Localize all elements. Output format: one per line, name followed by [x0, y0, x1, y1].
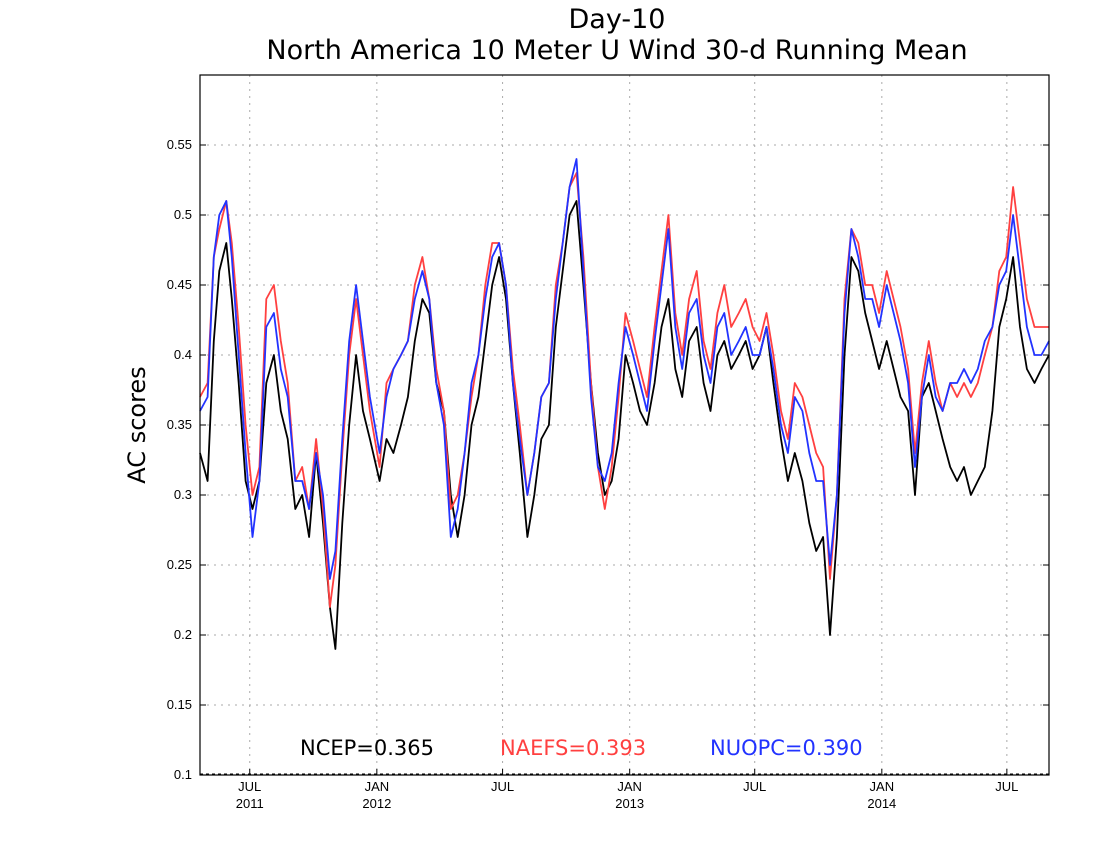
- y-tick-label: 0.55: [167, 137, 192, 152]
- y-axis-label: AC scores: [123, 366, 151, 483]
- series-lines: [199, 158, 1050, 650]
- y-tick-label: 0.35: [167, 417, 192, 432]
- x-tick-label-month: JAN: [617, 779, 642, 794]
- chart-subtitle: North America 10 Meter U Wind 30-d Runni…: [266, 35, 967, 66]
- x-tick-label-month: JUL: [238, 779, 261, 794]
- x-tick-label-month: JAN: [365, 779, 390, 794]
- chart-title: Day-10: [569, 4, 666, 35]
- legend-entry-nuopc: NUOPC=0.390: [710, 736, 863, 760]
- legend: NCEP=0.365 NAEFS=0.393 NUOPC=0.390: [300, 736, 863, 760]
- x-tick-label-month: JUL: [995, 779, 1018, 794]
- y-tick-label: 0.3: [174, 487, 192, 502]
- y-tick-label: 0.1: [174, 767, 192, 782]
- x-tick-label-year: 2011: [236, 796, 264, 811]
- legend-entry-ncep: NCEP=0.365: [300, 736, 434, 760]
- plot-frame: [199, 74, 1050, 776]
- x-axis-ticks: JUL 2011 JAN 2012 JUL JAN 2013 JUL JAN 2014 JUL: [236, 769, 1018, 811]
- series-line-ncep: [199, 200, 1050, 650]
- y-tick-label: 0.4: [174, 347, 192, 362]
- y-tick-label: 0.25: [167, 557, 192, 572]
- grid: [200, 75, 1049, 775]
- y-tick-label: 0.2: [174, 627, 192, 642]
- x-tick-label-year: 2012: [362, 796, 391, 811]
- legend-entry-naefs: NAEFS=0.393: [500, 736, 646, 760]
- x-tick-label-year: 2013: [615, 796, 644, 811]
- x-tick-label-year: 2014: [867, 796, 896, 811]
- x-tick-label-month: JUL: [491, 779, 514, 794]
- series-line-nuopc: [199, 158, 1050, 580]
- y-tick-label: 0.45: [167, 277, 192, 292]
- y-axis-ticks: 0.1 0.15 0.2 0.25 0.3 0.35 0.4 0.45 0.5 0.55: [167, 137, 1049, 782]
- y-tick-label: 0.15: [167, 697, 192, 712]
- x-tick-label-month: JAN: [870, 779, 895, 794]
- y-tick-label: 0.5: [174, 207, 192, 222]
- x-tick-label-month: JUL: [743, 779, 766, 794]
